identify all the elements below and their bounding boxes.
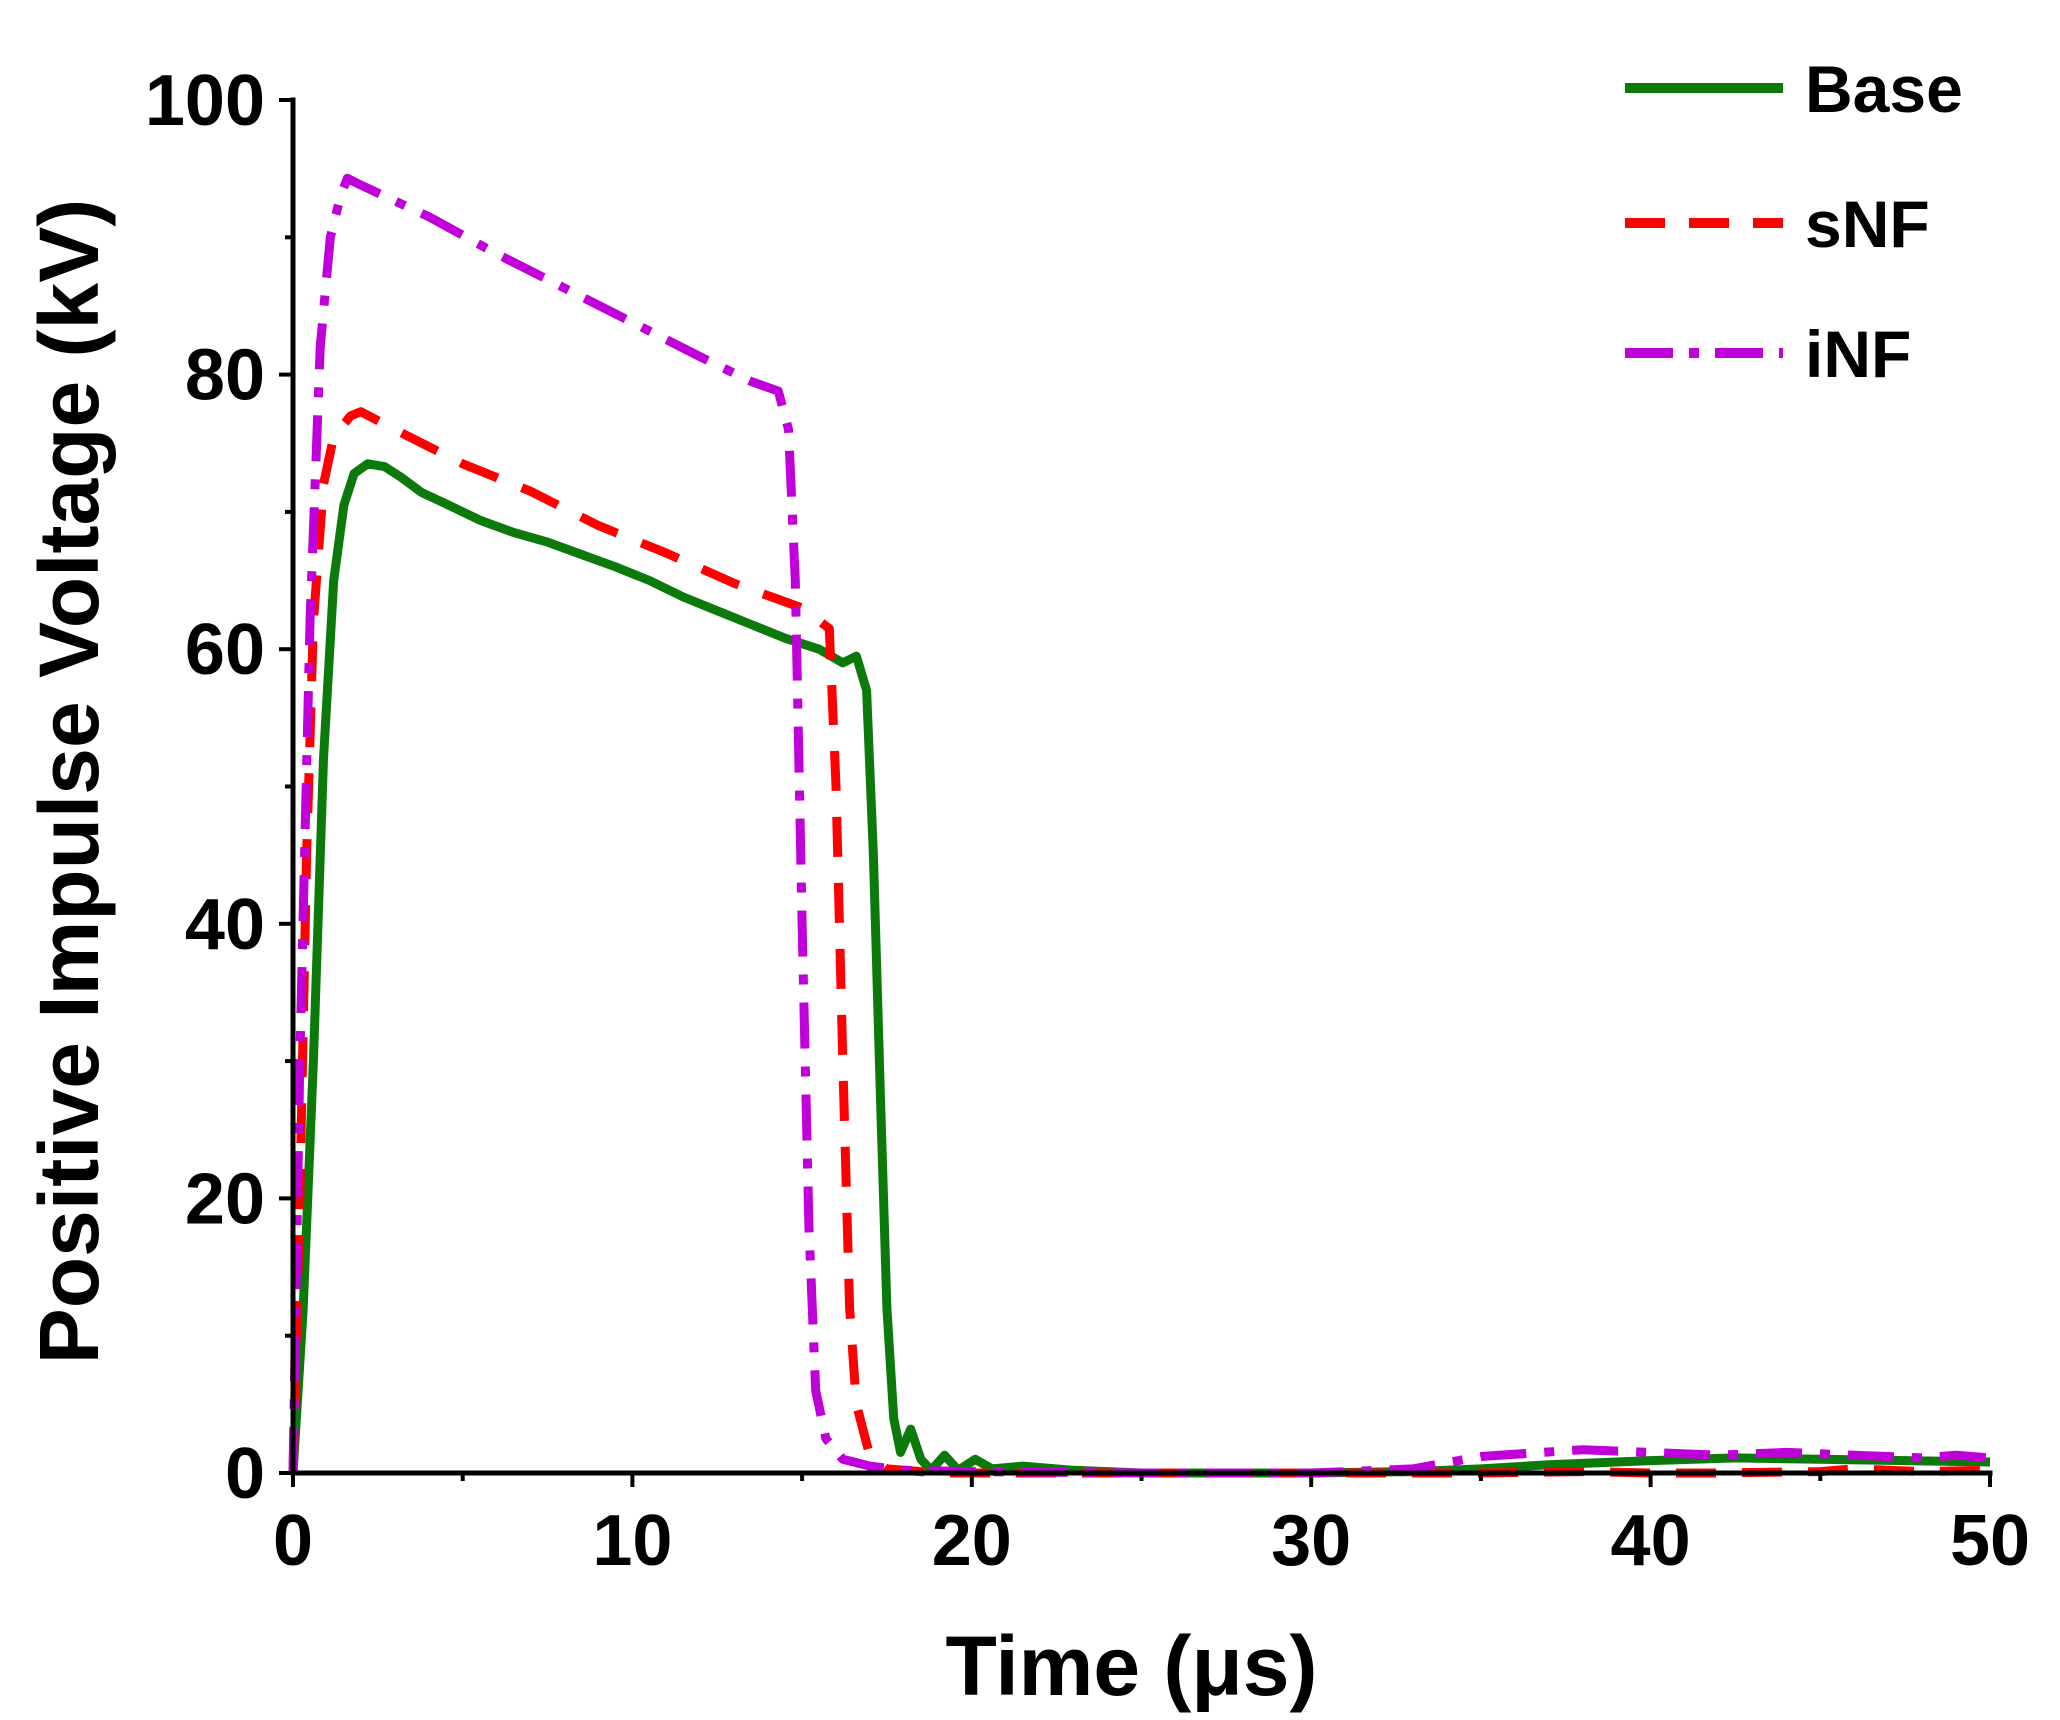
y-tick-label-80: 80 xyxy=(185,336,265,416)
axes-layer xyxy=(290,97,1993,1476)
series-line-base xyxy=(288,459,1991,1478)
y-tick-label-0: 0 xyxy=(225,1434,265,1514)
legend-label-snf: sNF xyxy=(1805,187,1930,261)
y-tick-label-40: 40 xyxy=(185,885,265,965)
x-tick-label-40: 40 xyxy=(1611,1501,1691,1581)
legend-label-base: Base xyxy=(1805,52,1963,126)
x-axis-title: Time (μs) xyxy=(946,1619,1318,1713)
x-tick-label-50: 50 xyxy=(1950,1501,2030,1581)
legend-label-inf: iNF xyxy=(1805,317,1911,391)
y-axis-title: Positive Impulse Voltage (kV) xyxy=(22,199,116,1364)
series-line-snf xyxy=(288,407,1991,1478)
series-line-inf xyxy=(288,173,1991,1478)
x-tick-label-30: 30 xyxy=(1271,1501,1351,1581)
series-layer xyxy=(288,173,1991,1478)
x-tick-label-20: 20 xyxy=(932,1501,1012,1581)
x-tick-label-10: 10 xyxy=(592,1501,672,1581)
y-tick-label-60: 60 xyxy=(185,610,265,690)
x-tick-label-0: 0 xyxy=(273,1501,313,1581)
y-tick-label-100: 100 xyxy=(145,61,265,141)
legend: Base sNF iNF xyxy=(1625,52,1963,391)
ticks-layer: 0 10 20 30 40 50 0 20 40 60 80 100 xyxy=(145,61,2030,1581)
y-tick-label-20: 20 xyxy=(185,1159,265,1239)
